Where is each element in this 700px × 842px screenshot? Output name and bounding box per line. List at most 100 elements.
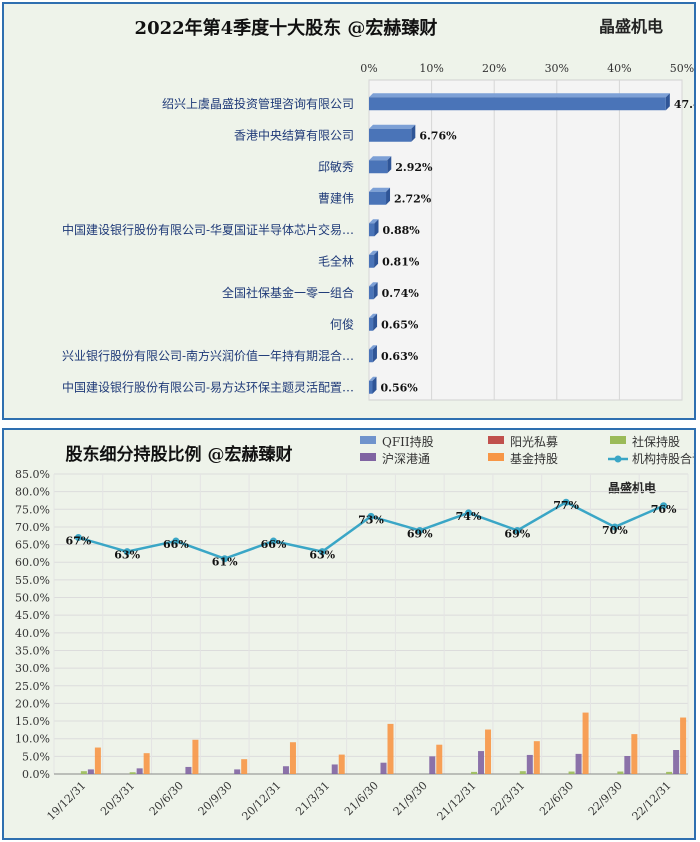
institutional-total-point bbox=[318, 548, 326, 556]
bar-value-label: 2.72% bbox=[394, 192, 432, 205]
holding-bar bbox=[673, 750, 680, 774]
x-category-label: 22/12/31 bbox=[630, 779, 674, 823]
institutional-total-point bbox=[562, 498, 570, 506]
shareholder-bar bbox=[369, 160, 388, 174]
institutional-total-label: 63% bbox=[114, 549, 140, 562]
y-tick-label: 55.0% bbox=[15, 574, 50, 587]
y-tick-label: 85.0% bbox=[15, 468, 50, 481]
institutional-total-point bbox=[123, 548, 131, 556]
holding-bar bbox=[666, 771, 673, 774]
holding-bar bbox=[478, 751, 485, 774]
bar-value-label: 0.56% bbox=[381, 381, 419, 394]
x-category-label: 22/3/31 bbox=[488, 779, 527, 818]
holding-breakdown-panel: 股东细分持股比例 @宏赫臻财 晶盛机电 QFII持股 阳光私募 社保持股 沪深港通 基金… bbox=[2, 428, 696, 840]
holding-bar bbox=[234, 769, 241, 774]
bar-3d-side bbox=[373, 313, 378, 331]
holding-bar bbox=[289, 742, 296, 774]
y-tick-label: 15.0% bbox=[15, 715, 50, 728]
bar-3d-top bbox=[369, 250, 379, 255]
y-tick-label: 65.0% bbox=[15, 539, 50, 552]
institutional-total-label: 70% bbox=[602, 524, 628, 537]
y-tick-label: 5.0% bbox=[22, 750, 50, 763]
legend-label: QFII持股 bbox=[382, 434, 434, 449]
bar-3d-side bbox=[373, 282, 378, 300]
y-tick-label: 25.0% bbox=[15, 680, 50, 693]
holding-bar bbox=[338, 754, 345, 774]
bar-3d-top bbox=[369, 313, 378, 318]
legend-swatch bbox=[360, 436, 376, 444]
y-tick-label: 35.0% bbox=[15, 644, 50, 657]
shareholder-name-label: 绍兴上虞晶盛投资管理咨询有限公司 bbox=[162, 96, 354, 111]
shareholder-bar bbox=[369, 380, 373, 394]
shareholder-name-label: 中国建设银行股份有限公司-华夏国证半导体芯片交易… bbox=[62, 222, 354, 237]
holding-bar bbox=[282, 766, 289, 774]
holding-bar bbox=[526, 754, 533, 774]
shareholder-bar bbox=[369, 191, 387, 205]
institutional-total-label: 77% bbox=[553, 499, 579, 512]
institutional-total-point bbox=[367, 512, 375, 520]
bar-3d-side bbox=[374, 219, 379, 237]
holding-bar bbox=[129, 772, 136, 774]
legend-label: 阳光私募 bbox=[510, 435, 558, 449]
institutional-total-point bbox=[416, 526, 424, 534]
shareholder-name-label: 何俊 bbox=[330, 316, 354, 331]
holding-bar bbox=[485, 729, 492, 774]
shareholder-name-label: 曹建伟 bbox=[318, 191, 354, 205]
institutional-total-label: 76% bbox=[651, 503, 677, 516]
shareholder-name-label: 香港中央结算有限公司 bbox=[234, 127, 354, 142]
shareholder-name-label: 全国社保基金一零一组合 bbox=[222, 285, 354, 300]
shareholder-bar bbox=[369, 286, 374, 300]
institutional-total-point bbox=[221, 555, 229, 563]
bar-3d-side bbox=[665, 93, 670, 111]
institutional-total-point bbox=[74, 534, 82, 542]
bar-3d-top bbox=[369, 376, 377, 381]
y-tick-label: 60.0% bbox=[15, 556, 50, 569]
holding-bar bbox=[436, 744, 443, 774]
holding-bar bbox=[617, 771, 624, 774]
x-category-label: 20/12/31 bbox=[239, 779, 283, 823]
bar-value-label: 0.74% bbox=[382, 287, 420, 300]
x-category-label: 21/6/30 bbox=[342, 779, 381, 818]
institutional-total-point bbox=[172, 537, 180, 545]
y-tick-label: 45.0% bbox=[15, 609, 50, 622]
bar-3d-top bbox=[369, 124, 416, 129]
bar-3d-top bbox=[369, 345, 377, 350]
y-tick-label: 75.0% bbox=[15, 503, 50, 516]
legend-swatch bbox=[610, 436, 626, 444]
y-tick-label: 10.0% bbox=[15, 733, 50, 746]
top-x-tick-label: 20% bbox=[482, 62, 506, 75]
holding-bar bbox=[429, 756, 436, 774]
legend-label: 基金持股 bbox=[510, 451, 558, 466]
shareholder-name-label: 毛全林 bbox=[318, 253, 354, 268]
bar-3d-side bbox=[372, 345, 377, 363]
y-tick-label: 0.0% bbox=[22, 768, 50, 781]
shareholder-name-label: 中国建设银行股份有限公司-易方达环保主题灵活配置… bbox=[62, 379, 354, 394]
holding-bar bbox=[519, 771, 526, 774]
bar-3d-side bbox=[386, 187, 391, 205]
bar-value-label: 0.65% bbox=[381, 318, 419, 331]
bottom-chart-watermark: 晶盛机电 bbox=[608, 480, 656, 495]
institutional-total-point bbox=[660, 502, 668, 510]
x-category-label: 21/9/30 bbox=[391, 779, 430, 818]
bar-3d-side bbox=[372, 376, 377, 394]
institutional-total-label: 63% bbox=[309, 549, 335, 562]
x-category-label: 21/12/31 bbox=[435, 779, 479, 823]
x-category-label: 21/3/31 bbox=[293, 779, 332, 818]
institutional-total-label: 74% bbox=[456, 510, 482, 523]
shareholder-bar bbox=[369, 223, 375, 237]
holding-bar bbox=[575, 753, 582, 774]
shareholder-bar bbox=[369, 254, 375, 268]
holding-bar bbox=[380, 762, 387, 774]
legend-swatch bbox=[360, 453, 376, 461]
bar-value-label: 0.81% bbox=[382, 255, 420, 268]
holding-bar bbox=[331, 764, 338, 774]
institutional-total-label: 67% bbox=[66, 535, 92, 548]
bar-3d-top bbox=[369, 187, 391, 192]
bar-3d-top bbox=[369, 93, 670, 98]
bar-3d-top bbox=[369, 156, 392, 161]
top-plot-area bbox=[368, 79, 683, 401]
top-ten-shareholders-chart: 2022年第4季度十大股东 @宏赫臻财 晶盛机电 0% 10% 20% 30% 40% 5… bbox=[62, 17, 694, 401]
bar-value-label: 0.63% bbox=[381, 350, 419, 363]
x-category-label: 22/6/30 bbox=[537, 779, 576, 818]
legend-swatch bbox=[488, 453, 504, 461]
